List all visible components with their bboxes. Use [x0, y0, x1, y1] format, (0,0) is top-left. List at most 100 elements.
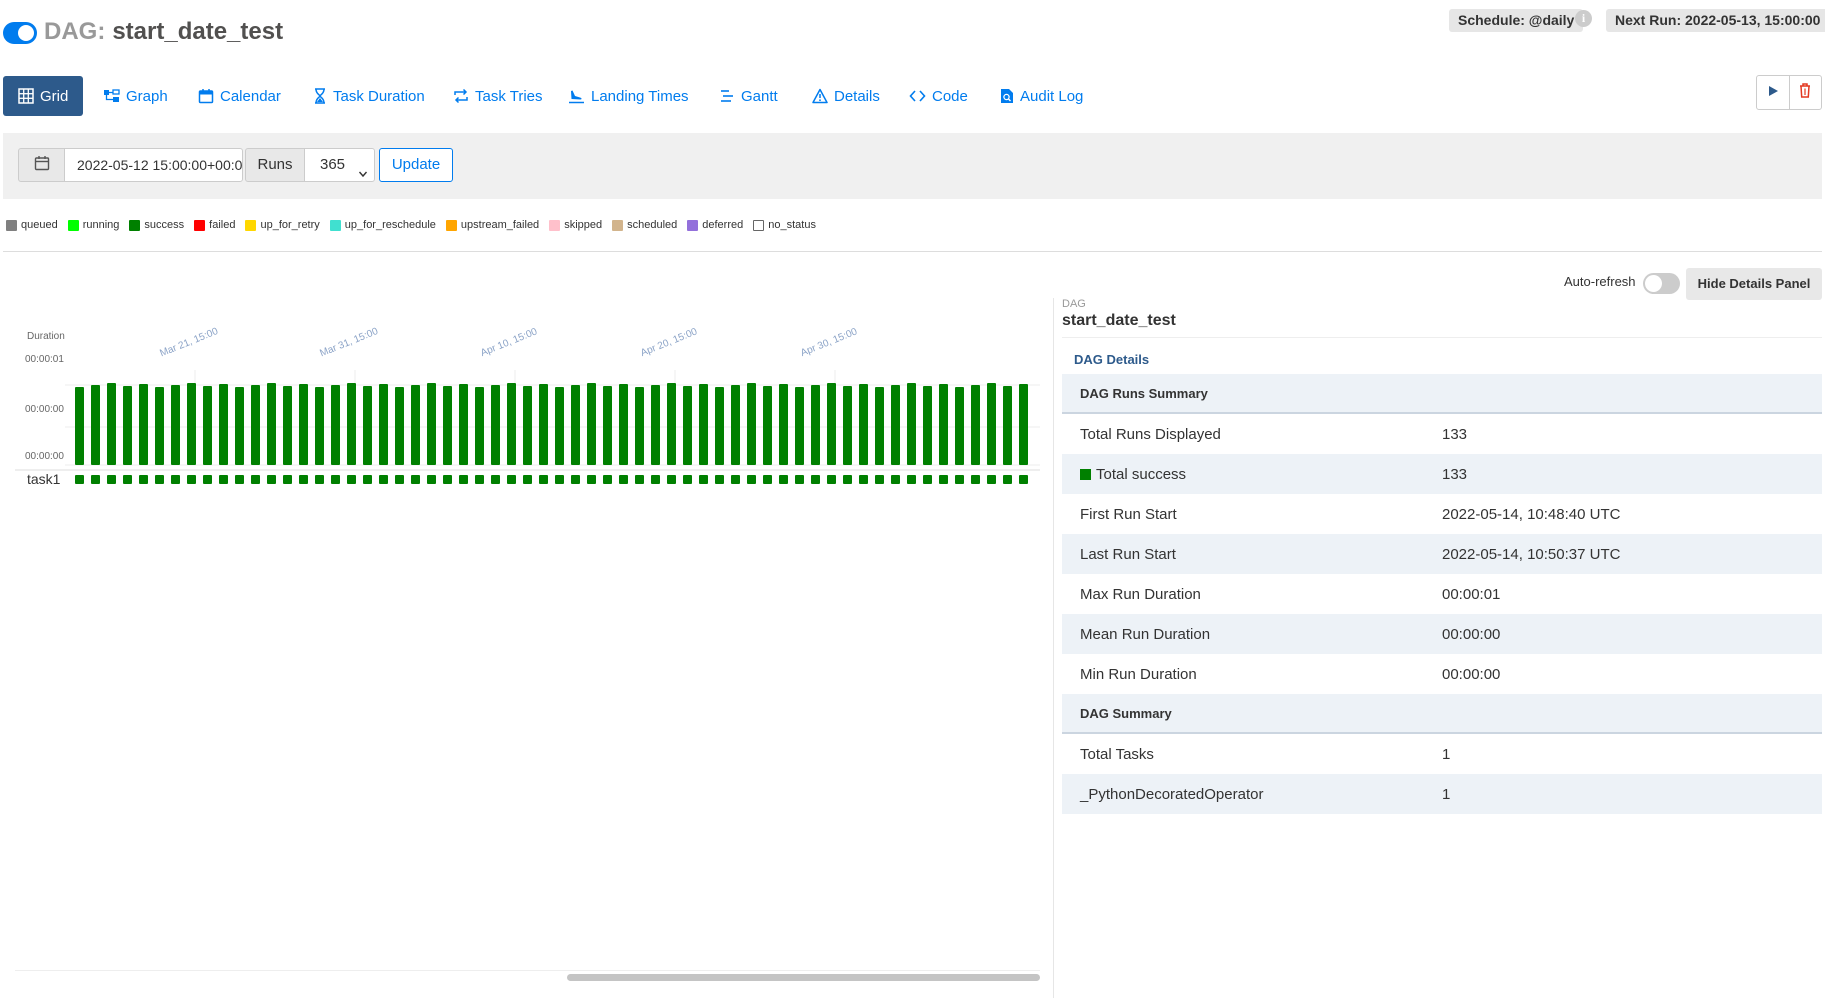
task-instance-square: [763, 475, 772, 484]
base-date-picker-button[interactable]: [18, 148, 65, 182]
date-label: Mar 21, 15:00: [158, 326, 220, 359]
task-instance-square: [411, 475, 420, 484]
task-instance-square: [635, 475, 644, 484]
task-instance-square: [363, 475, 372, 484]
dag-run-bar: [507, 383, 516, 465]
task-name-label: task1: [27, 471, 61, 487]
dag-run-bar: [171, 385, 180, 465]
legend-swatch: [445, 219, 457, 231]
tab-task-duration[interactable]: Task Duration: [313, 76, 425, 116]
divider: [1062, 337, 1822, 338]
legend-item-failed: failed: [194, 219, 235, 231]
table-row: First Run Start 2022-05-14, 10:48:40 UTC: [1062, 494, 1822, 534]
tab-label: Audit Log: [1020, 87, 1084, 105]
row-value: 133: [1442, 425, 1468, 443]
dag-run-bar: [971, 385, 980, 465]
date-label: Mar 31, 15:00: [318, 326, 380, 359]
dag-run-bar: [251, 385, 260, 465]
task-instance-square: [859, 475, 868, 484]
row-key: _PythonDecoratedOperator: [1080, 785, 1264, 803]
task-instance-square: [891, 475, 900, 484]
trigger-dag-button[interactable]: [1757, 76, 1789, 109]
dag-run-grid: Mar 21, 15:00 Mar 31, 15:00 Apr 10, 15:00 A…: [15, 326, 1040, 487]
dag-run-bar: [555, 387, 564, 465]
tab-details[interactable]: Details: [812, 76, 880, 116]
tab-label: Graph: [126, 87, 168, 105]
dag-run-bar: [299, 384, 308, 465]
duration-axis-label: Duration: [27, 331, 65, 342]
tab-landing-times[interactable]: Landing Times: [568, 76, 689, 116]
table-row: Max Run Duration 00:00:01: [1062, 574, 1822, 614]
file-search-icon: [1000, 88, 1014, 104]
dag-run-bar: [875, 387, 884, 465]
task-instance-square: [811, 475, 820, 484]
tab-calendar[interactable]: Calendar: [198, 76, 281, 116]
dag-run-bar: [571, 385, 580, 465]
dag-run-bar: [235, 387, 244, 465]
task-instance-square: [955, 475, 964, 484]
task-instance-square: [395, 475, 404, 484]
legend-swatch: [67, 219, 79, 231]
schedule-badge: Schedule: @daily: [1449, 9, 1584, 32]
dag-run-bar: [363, 386, 372, 465]
tab-graph[interactable]: Graph: [103, 76, 168, 116]
row-value: 00:00:00: [1442, 665, 1501, 683]
dag-run-bar: [1003, 386, 1012, 465]
base-date-input[interactable]: [64, 148, 243, 182]
dag-run-bar: [651, 385, 660, 465]
task-instance-square: [827, 475, 836, 484]
dag-id: start_date_test: [112, 18, 284, 45]
y-tick-label: 00:00:01: [25, 354, 64, 365]
hide-details-panel-button[interactable]: Hide Details Panel: [1686, 268, 1822, 300]
info-icon[interactable]: i: [1575, 10, 1592, 27]
auto-refresh-switch[interactable]: [1643, 273, 1680, 294]
tab-code[interactable]: Code: [909, 76, 968, 116]
dag-run-bar: [203, 386, 212, 465]
task-instance-square: [1003, 475, 1012, 484]
panel-dag-name: start_date_test: [1062, 312, 1176, 329]
play-icon: [1767, 84, 1779, 102]
runs-select[interactable]: 365: [304, 148, 375, 182]
grid-horizontal-scrollbar[interactable]: [15, 970, 1040, 981]
dag-run-bar: [715, 387, 724, 465]
update-button[interactable]: Update: [379, 148, 453, 182]
tab-label: Landing Times: [591, 87, 689, 105]
section-header-runs-summary: DAG Runs Summary: [1062, 374, 1822, 414]
legend-swatch: [612, 219, 624, 231]
dag-run-bar: [811, 385, 820, 465]
breadcrumb[interactable]: DAG Details: [1074, 352, 1150, 367]
divider: [3, 251, 1822, 252]
delete-dag-button[interactable]: [1788, 76, 1821, 109]
state-legend: queued running success failed up_for_ret…: [6, 218, 826, 232]
dag-run-bar: [763, 386, 772, 465]
tab-task-tries[interactable]: Task Tries: [453, 76, 543, 116]
task-instance-square: [139, 475, 148, 484]
task-instance-square: [187, 475, 196, 484]
dag-run-bar: [891, 385, 900, 465]
task-instance-square: [715, 475, 724, 484]
legend-swatch: [687, 219, 699, 231]
row-value: 1: [1442, 745, 1451, 763]
task-instance-square: [539, 475, 548, 484]
task-instance-square: [619, 475, 628, 484]
task-instance-square: [235, 475, 244, 484]
y-tick-label: 00:00:00: [25, 451, 64, 462]
dag-run-bar: [827, 383, 836, 465]
dag-run-bar: [683, 386, 692, 465]
tab-audit-log[interactable]: Audit Log: [1000, 76, 1083, 116]
dag-run-bar: [619, 384, 628, 465]
dag-pause-toggle[interactable]: [3, 22, 37, 44]
legend-item-skipped: skipped: [549, 219, 602, 231]
dag-run-bar: [283, 386, 292, 465]
switch-knob: [1645, 275, 1662, 292]
tab-label: Calendar: [220, 87, 281, 105]
tab-gantt[interactable]: Gantt: [719, 76, 778, 116]
date-label: Apr 30, 15:00: [799, 326, 859, 359]
scrollbar-thumb[interactable]: [567, 974, 1040, 981]
task-instance-square: [491, 475, 500, 484]
row-value: 1: [1442, 785, 1451, 803]
dag-run-bar: [539, 384, 548, 465]
tab-label: Code: [932, 87, 968, 105]
dag-run-bar: [395, 387, 404, 465]
tab-grid[interactable]: Grid: [3, 76, 84, 116]
